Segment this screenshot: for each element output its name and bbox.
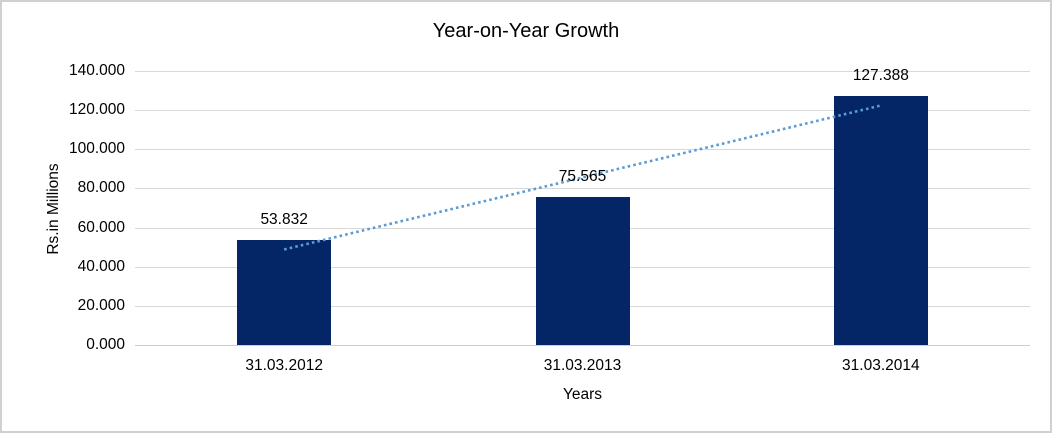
y-tick-label: 20.000 bbox=[77, 296, 125, 314]
gridline bbox=[135, 71, 1030, 72]
bar-data-label: 53.832 bbox=[260, 210, 308, 228]
y-tick-label: 0.000 bbox=[86, 336, 125, 353]
gridline bbox=[135, 110, 1030, 112]
x-tick-label: 31.03.2014 bbox=[842, 357, 920, 374]
x-tick-label: 31.03.2012 bbox=[245, 357, 323, 374]
y-tick-label: 80.000 bbox=[77, 179, 125, 197]
y-tick-label: 40.000 bbox=[77, 257, 125, 275]
bar bbox=[833, 95, 928, 345]
x-axis-title: Years bbox=[562, 386, 603, 403]
gridline bbox=[135, 188, 1030, 190]
gridline bbox=[135, 149, 1030, 151]
plot-area bbox=[135, 71, 1030, 346]
bar-data-label: 75.565 bbox=[558, 168, 607, 186]
bar-data-label: 127.388 bbox=[852, 66, 909, 84]
x-tick-label: 31.03.2013 bbox=[543, 357, 622, 374]
y-tick-label: 100.000 bbox=[68, 140, 125, 158]
y-axis-title: Rs.in Millions bbox=[45, 163, 62, 255]
chart-title: Year-on-Year Growth bbox=[432, 20, 620, 42]
x-axis-line bbox=[135, 345, 1030, 346]
trendline-layer bbox=[283, 104, 882, 251]
bar bbox=[535, 197, 630, 345]
y-tick-label: 140.000 bbox=[68, 62, 125, 79]
bar bbox=[237, 239, 332, 345]
y-tick-label: 60.000 bbox=[77, 218, 125, 236]
y-tick-label: 120.000 bbox=[68, 101, 125, 119]
